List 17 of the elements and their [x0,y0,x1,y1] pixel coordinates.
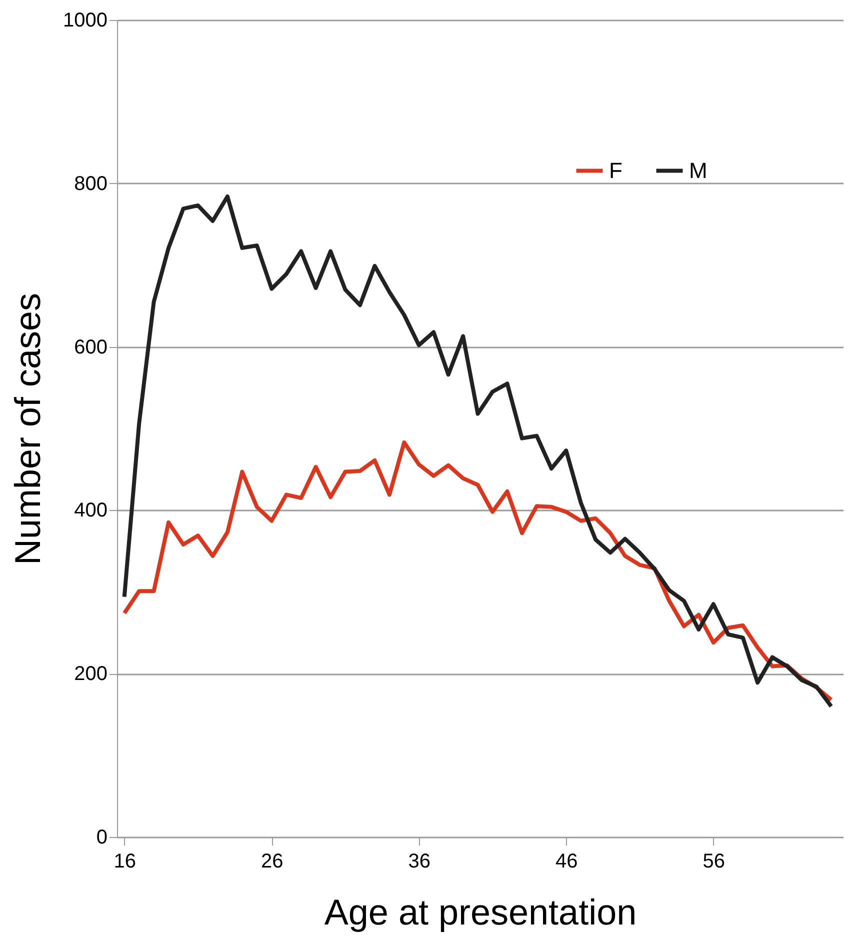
line-series [122,440,834,702]
y-tick-label: 200 [74,663,108,686]
y-tick-label: 0 [96,826,108,848]
x-tick-label: 46 [556,850,578,872]
legend-label: M [689,158,708,183]
legend-label: F [609,158,622,183]
y-tick-label: 600 [74,336,108,358]
x-tick-label: 26 [261,850,284,872]
y-axis-title: Number of cases [7,292,48,566]
x-tick-label: 36 [408,850,431,872]
x-tick-label: 16 [114,850,136,872]
line-series [122,194,834,708]
x-axis-title: Age at presentation [324,892,637,932]
x-tick-label: 56 [702,850,726,872]
y-tick-label: 800 [74,172,108,195]
y-tick-label: 400 [74,500,108,522]
y-tick-label: 1000 [63,10,108,32]
